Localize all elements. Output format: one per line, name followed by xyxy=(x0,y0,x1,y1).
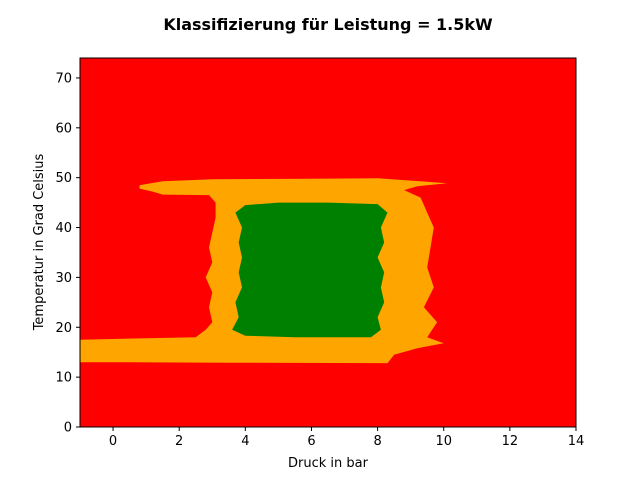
y-tick-label: 50 xyxy=(55,171,72,186)
x-tick-label: 4 xyxy=(241,434,249,449)
plot-area xyxy=(80,58,576,427)
x-tick-label: 2 xyxy=(175,434,183,449)
y-tick-label: 30 xyxy=(55,271,72,286)
y-axis-label: Temperatur in Grad Celsius xyxy=(32,153,47,331)
x-tick-label: 14 xyxy=(568,434,585,449)
y-tick-label: 0 xyxy=(64,421,72,436)
chart-title: Klassifizierung für Leistung = 1.5kW xyxy=(163,15,493,34)
x-tick-label: 12 xyxy=(502,434,519,449)
x-tick-label: 8 xyxy=(373,434,381,449)
x-axis: 0 2 4 6 8 10 12 14 xyxy=(109,427,584,449)
y-tick-label: 20 xyxy=(55,321,72,336)
x-tick-label: 6 xyxy=(307,434,315,449)
region-green xyxy=(232,202,388,338)
x-tick-label: 10 xyxy=(435,434,452,449)
y-axis: 0 10 20 30 40 50 60 70 xyxy=(55,71,80,436)
y-tick-label: 10 xyxy=(55,371,72,386)
y-tick-label: 60 xyxy=(55,121,72,136)
x-tick-label: 0 xyxy=(109,434,117,449)
y-tick-label: 70 xyxy=(55,71,72,86)
y-tick-label: 40 xyxy=(55,221,72,236)
plot-frame xyxy=(79,57,577,428)
x-axis-label: Druck in bar xyxy=(288,456,369,471)
